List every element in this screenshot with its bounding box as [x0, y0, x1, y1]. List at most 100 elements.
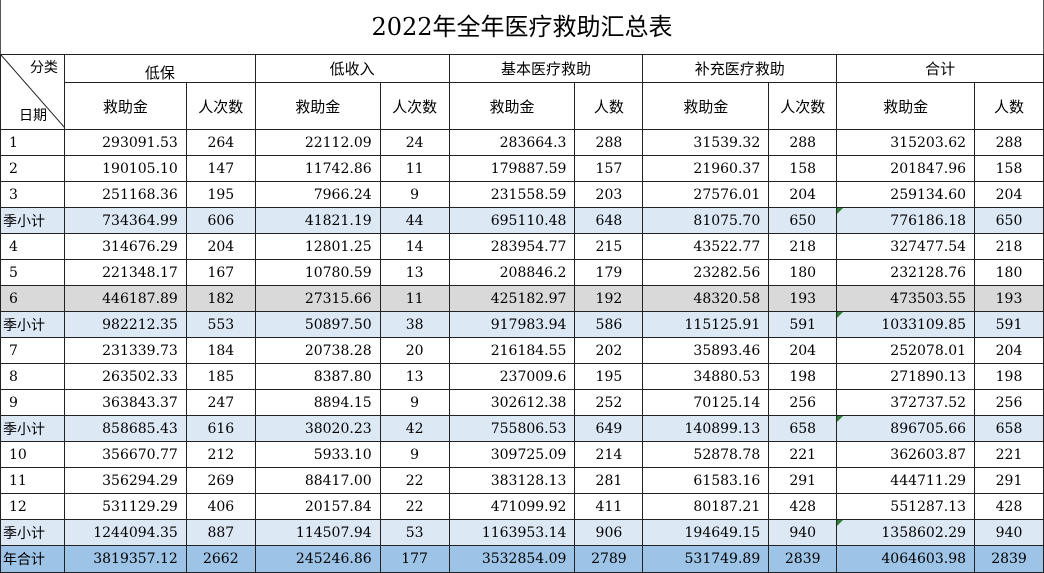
amount-cell[interactable]: 1358602.29	[836, 519, 976, 546]
amount-cell[interactable]: 776186.18	[836, 207, 976, 234]
amount-cell[interactable]: 231558.59	[448, 181, 576, 208]
amount-cell[interactable]: 27315.66	[254, 285, 381, 312]
row-label[interactable]: 8	[0, 363, 65, 390]
amount-cell[interactable]: 12801.25	[254, 233, 381, 260]
amount-cell[interactable]: 48320.58	[642, 285, 770, 312]
count-cell[interactable]: 586	[574, 311, 644, 338]
count-cell[interactable]: 22	[379, 493, 450, 520]
count-cell[interactable]: 591	[768, 311, 838, 338]
row-label[interactable]: 3	[0, 181, 65, 208]
row-label[interactable]: 季小计	[0, 519, 65, 546]
amount-cell[interactable]: 1244094.35	[63, 519, 187, 546]
count-cell[interactable]: 193	[768, 285, 838, 312]
count-cell[interactable]: 193	[974, 285, 1044, 312]
count-cell[interactable]: 38	[379, 311, 450, 338]
amount-cell[interactable]: 61583.16	[642, 467, 770, 494]
count-cell[interactable]: 591	[974, 311, 1044, 338]
amount-cell[interactable]: 38020.23	[254, 415, 381, 442]
count-cell[interactable]: 195	[185, 181, 256, 208]
count-cell[interactable]: 179	[574, 259, 644, 286]
count-cell[interactable]: 13	[379, 363, 450, 390]
count-cell[interactable]: 53	[379, 519, 450, 546]
count-cell[interactable]: 291	[768, 467, 838, 494]
row-label[interactable]: 4	[0, 233, 65, 260]
count-cell[interactable]: 887	[185, 519, 256, 546]
count-cell[interactable]: 221	[768, 441, 838, 468]
amount-cell[interactable]: 115125.91	[642, 311, 770, 338]
amount-cell[interactable]: 245246.86	[254, 545, 381, 573]
row-label[interactable]: 1	[0, 129, 65, 156]
amount-cell[interactable]: 208846.2	[448, 259, 576, 286]
amount-cell[interactable]: 982212.35	[63, 311, 187, 338]
count-cell[interactable]: 24	[379, 129, 450, 156]
count-cell[interactable]: 198	[974, 363, 1044, 390]
count-cell[interactable]: 658	[974, 415, 1044, 442]
row-label[interactable]: 11	[0, 467, 65, 494]
count-cell[interactable]: 650	[974, 207, 1044, 234]
amount-cell[interactable]: 327477.54	[836, 233, 976, 260]
count-cell[interactable]: 428	[974, 493, 1044, 520]
amount-cell[interactable]: 231339.73	[63, 337, 187, 364]
count-cell[interactable]: 22	[379, 467, 450, 494]
amount-cell[interactable]: 531129.29	[63, 493, 187, 520]
amount-cell[interactable]: 252078.01	[836, 337, 976, 364]
amount-cell[interactable]: 140899.13	[642, 415, 770, 442]
row-label[interactable]: 12	[0, 493, 65, 520]
count-cell[interactable]: 616	[185, 415, 256, 442]
count-cell[interactable]: 2839	[974, 545, 1044, 573]
count-cell[interactable]: 406	[185, 493, 256, 520]
amount-cell[interactable]: 372737.52	[836, 389, 976, 416]
count-cell[interactable]: 288	[768, 129, 838, 156]
count-cell[interactable]: 940	[974, 519, 1044, 546]
count-cell[interactable]: 180	[768, 259, 838, 286]
amount-cell[interactable]: 52878.78	[642, 441, 770, 468]
amount-cell[interactable]: 263502.33	[63, 363, 187, 390]
amount-cell[interactable]: 1033109.85	[836, 311, 976, 338]
amount-cell[interactable]: 80187.21	[642, 493, 770, 520]
count-cell[interactable]: 218	[768, 233, 838, 260]
row-label[interactable]: 7	[0, 337, 65, 364]
count-cell[interactable]: 195	[574, 363, 644, 390]
amount-cell[interactable]: 283954.77	[448, 233, 576, 260]
row-label[interactable]: 10	[0, 441, 65, 468]
amount-cell[interactable]: 70125.14	[642, 389, 770, 416]
amount-cell[interactable]: 35893.46	[642, 337, 770, 364]
count-cell[interactable]: 221	[974, 441, 1044, 468]
count-cell[interactable]: 204	[768, 181, 838, 208]
count-cell[interactable]: 44	[379, 207, 450, 234]
amount-cell[interactable]: 383128.13	[448, 467, 576, 494]
count-cell[interactable]: 11	[379, 155, 450, 182]
count-cell[interactable]: 218	[974, 233, 1044, 260]
count-cell[interactable]: 247	[185, 389, 256, 416]
count-cell[interactable]: 291	[974, 467, 1044, 494]
count-cell[interactable]: 20	[379, 337, 450, 364]
amount-cell[interactable]: 22112.09	[254, 129, 381, 156]
amount-cell[interactable]: 314676.29	[63, 233, 187, 260]
count-cell[interactable]: 204	[974, 181, 1044, 208]
count-cell[interactable]: 214	[574, 441, 644, 468]
amount-cell[interactable]: 259134.60	[836, 181, 976, 208]
count-cell[interactable]: 288	[574, 129, 644, 156]
amount-cell[interactable]: 232128.76	[836, 259, 976, 286]
amount-cell[interactable]: 1163953.14	[448, 519, 576, 546]
amount-cell[interactable]: 43522.77	[642, 233, 770, 260]
amount-cell[interactable]: 446187.89	[63, 285, 187, 312]
row-label[interactable]: 年合计	[0, 545, 65, 573]
amount-cell[interactable]: 917983.94	[448, 311, 576, 338]
count-cell[interactable]: 9	[379, 181, 450, 208]
amount-cell[interactable]: 20738.28	[254, 337, 381, 364]
amount-cell[interactable]: 858685.43	[63, 415, 187, 442]
count-cell[interactable]: 158	[974, 155, 1044, 182]
count-cell[interactable]: 264	[185, 129, 256, 156]
count-cell[interactable]: 202	[574, 337, 644, 364]
count-cell[interactable]: 11	[379, 285, 450, 312]
count-cell[interactable]: 147	[185, 155, 256, 182]
count-cell[interactable]: 167	[185, 259, 256, 286]
count-cell[interactable]: 281	[574, 467, 644, 494]
count-cell[interactable]: 648	[574, 207, 644, 234]
count-cell[interactable]: 269	[185, 467, 256, 494]
amount-cell[interactable]: 194649.15	[642, 519, 770, 546]
count-cell[interactable]: 157	[574, 155, 644, 182]
count-cell[interactable]: 185	[185, 363, 256, 390]
amount-cell[interactable]: 309725.09	[448, 441, 576, 468]
